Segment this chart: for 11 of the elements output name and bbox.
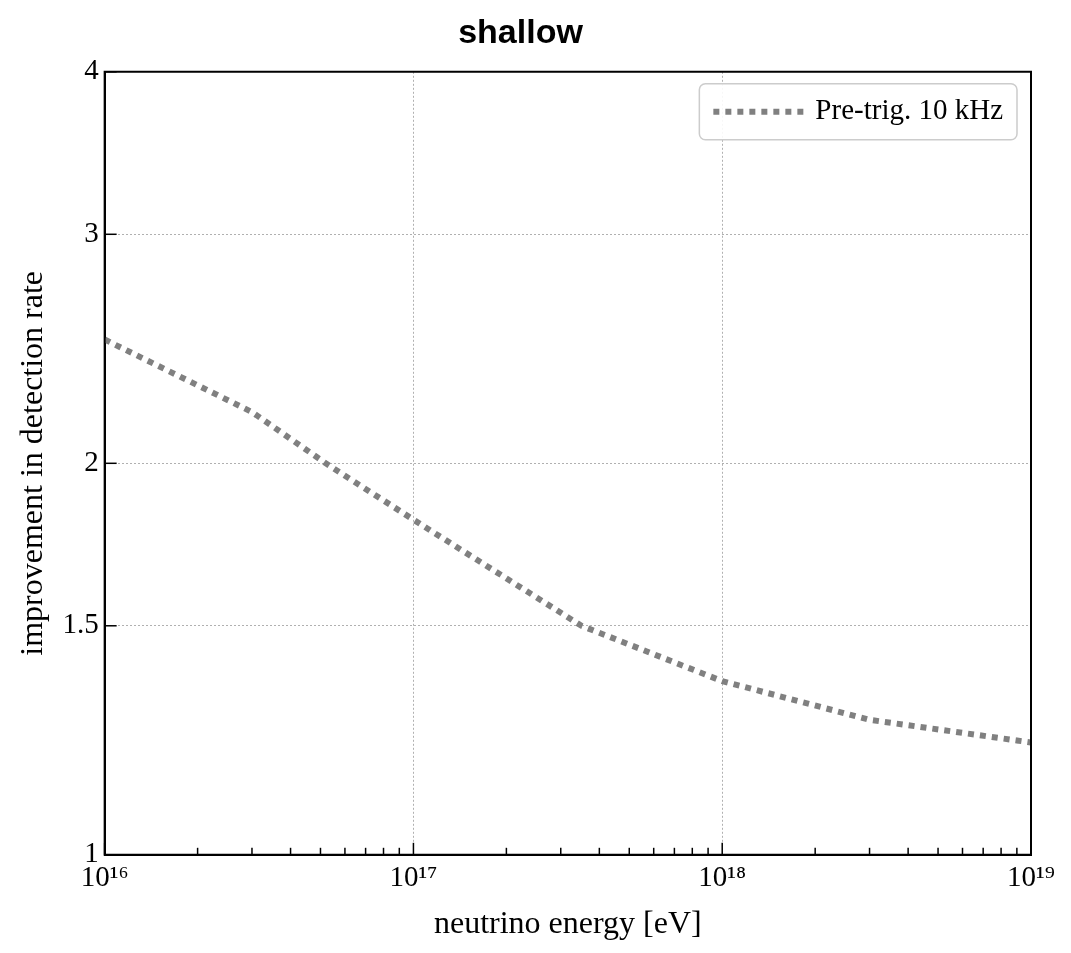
x-axis-title: neutrino energy [eV] bbox=[433, 904, 702, 941]
y-tick-label: 2 bbox=[84, 444, 99, 477]
y-tick-label: 3 bbox=[84, 215, 99, 248]
legend-label: Pre-trig. 10 kHz bbox=[815, 93, 1004, 126]
x-tick-label: 10¹⁸ bbox=[698, 859, 747, 892]
chart-title: shallow bbox=[458, 11, 584, 50]
y-tick-label: 1.5 bbox=[62, 607, 99, 640]
x-tick-label: 10¹⁷ bbox=[389, 859, 438, 892]
y-axis-title: improvement in detection rate bbox=[12, 270, 49, 656]
x-tick-label: 10¹⁹ bbox=[1007, 859, 1055, 892]
y-tick-label: 4 bbox=[84, 53, 100, 86]
